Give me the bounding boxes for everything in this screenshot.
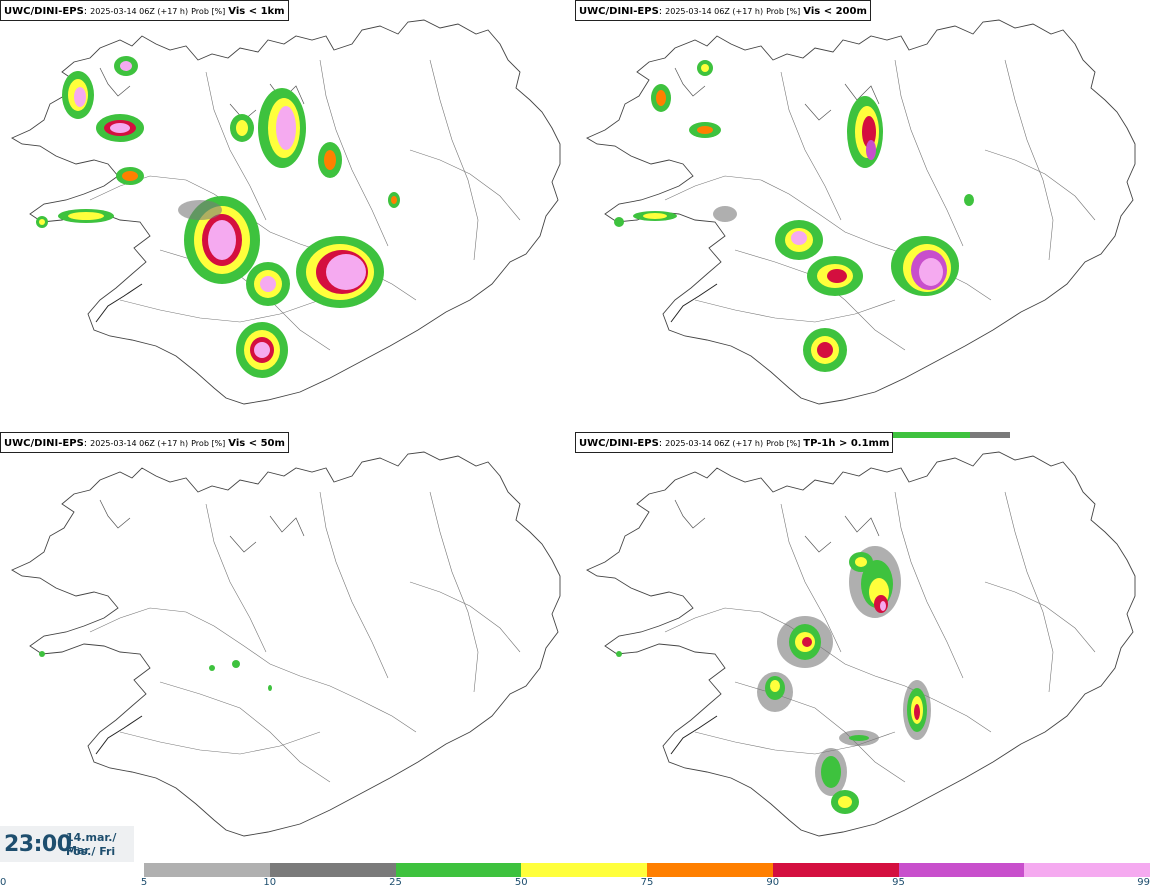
colorbar-tick-label: 99 [1137, 877, 1150, 888]
valid-time-box: 23:00 14.mar./ Mar Fös./ Fri [0, 826, 134, 862]
map-panel-vis-1km: UWC/DINI-EPS: 2025-03-14 06Z (+17 h) Prob … [0, 0, 575, 430]
valid-weekday: Fös./ Fri [66, 845, 116, 858]
map-panel-vis-200m: UWC/DINI-EPS: 2025-03-14 06Z (+17 h) Prob … [575, 0, 1150, 430]
colorbar-tick-label: 50 [514, 877, 528, 888]
prob-contours [36, 56, 400, 378]
model-name: UWC/DINI-EPS [4, 6, 84, 17]
colorbar-tick-label: 75 [640, 877, 654, 888]
map-vis-200m [586, 19, 1136, 405]
colorbar-ticks: 0 5 10 25 50 75 90 95 99 [0, 877, 1150, 891]
colorbar-segment [898, 863, 1025, 877]
colorbar-segment [395, 863, 522, 877]
prob-contours [616, 432, 1010, 814]
model-name: UWC/DINI-EPS [579, 438, 659, 449]
variable-name: Vis < 200m [803, 6, 867, 17]
run-time: 2025-03-14 06Z (+17 h) [665, 7, 764, 16]
map-vis-1km [11, 19, 561, 405]
prob-contours [39, 651, 272, 691]
colorbar-tick-label: 0 [0, 877, 7, 888]
colorbar-segment [1024, 863, 1150, 877]
prob-contours [614, 60, 974, 372]
panel-title-box: UWC/DINI-EPS: 2025-03-14 06Z (+17 h) Prob … [575, 0, 871, 21]
run-time: 2025-03-14 06Z (+17 h) [665, 439, 764, 448]
prob-unit: Prob [%] [766, 439, 801, 448]
prob-unit: Prob [%] [766, 7, 801, 16]
run-time: 2025-03-14 06Z (+17 h) [90, 439, 189, 448]
valid-time: 23:00 [4, 832, 72, 857]
model-name: UWC/DINI-EPS [579, 6, 659, 17]
colorbar [144, 863, 1150, 877]
map-vis-50m [11, 451, 561, 837]
colorbar-tick-label: 25 [389, 877, 402, 888]
variable-name: Vis < 1km [228, 6, 285, 17]
prob-unit: Prob [%] [191, 439, 226, 448]
prob-unit: Prob [%] [191, 7, 226, 16]
map-tp-1h [586, 432, 1136, 837]
colorbar-segment [144, 863, 271, 877]
panel-title-box: UWC/DINI-EPS: 2025-03-14 06Z (+17 h) Prob … [0, 0, 289, 21]
valid-date: 14.mar./ Mar [66, 831, 117, 857]
variable-name: TP-1h > 0.1mm [803, 438, 890, 449]
panel-title-box: UWC/DINI-EPS: 2025-03-14 06Z (+17 h) Prob … [575, 432, 894, 453]
colorbar-segment [269, 863, 396, 877]
colorbar-segment [521, 863, 648, 877]
colorbar-segment [772, 863, 899, 877]
colorbar-tick-label: 5 [140, 877, 148, 888]
colorbar-tick-label: 10 [263, 877, 277, 888]
panel-title-box: UWC/DINI-EPS: 2025-03-14 06Z (+17 h) Prob … [0, 432, 289, 453]
variable-name: Vis < 50m [228, 438, 285, 449]
map-panel-tp-1h: UWC/DINI-EPS: 2025-03-14 06Z (+17 h) Prob … [575, 432, 1150, 862]
colorbar-tick-label: 95 [892, 877, 905, 888]
run-time: 2025-03-14 06Z (+17 h) [90, 7, 189, 16]
model-name: UWC/DINI-EPS [4, 438, 84, 449]
map-panel-vis-50m: UWC/DINI-EPS: 2025-03-14 06Z (+17 h) Prob … [0, 432, 575, 862]
colorbar-segment [647, 863, 774, 877]
colorbar-tick-label: 90 [766, 877, 780, 888]
